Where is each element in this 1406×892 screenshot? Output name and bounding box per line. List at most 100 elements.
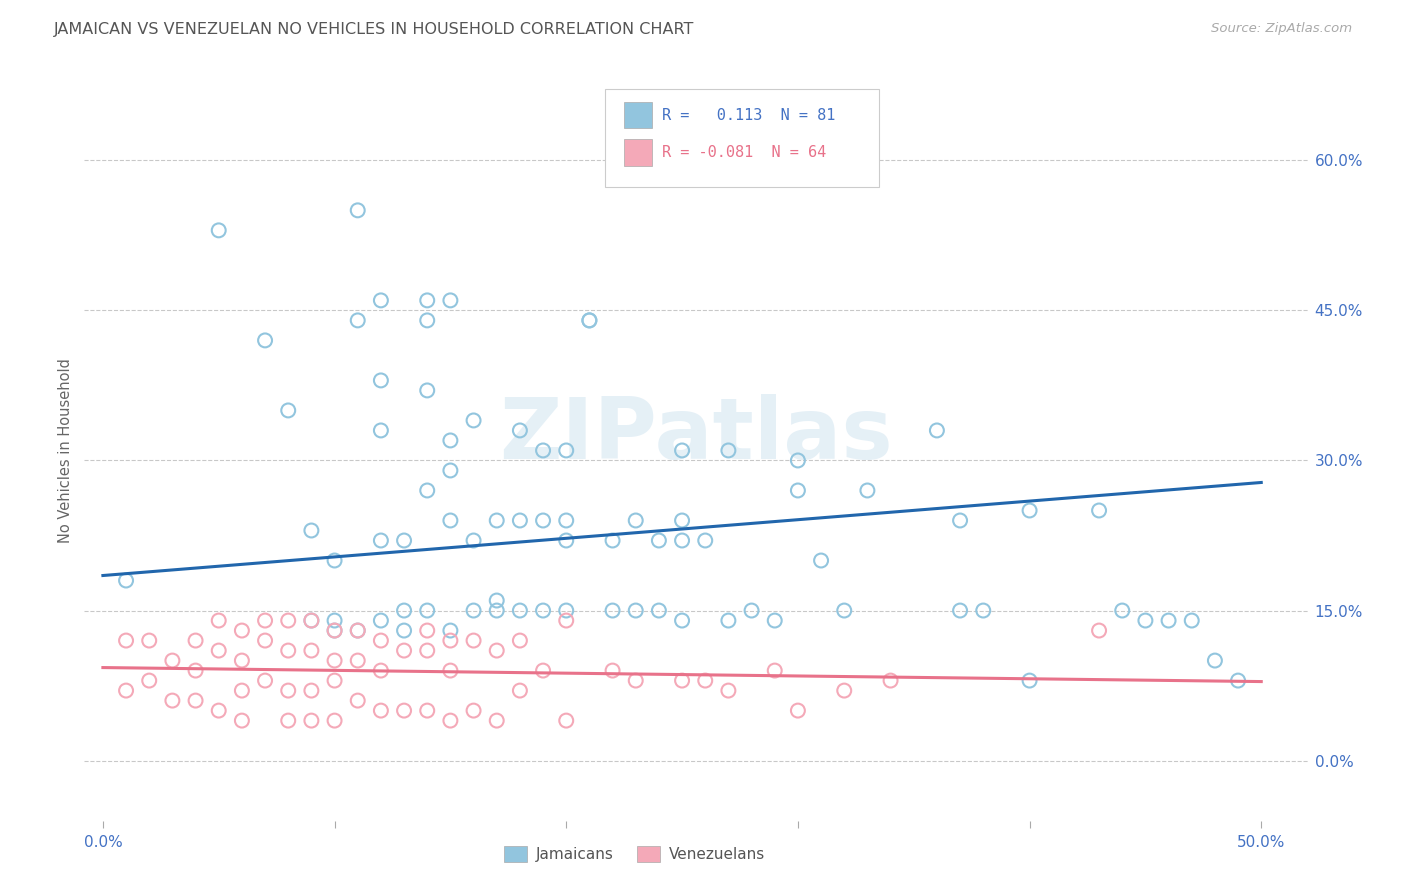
Point xyxy=(1135,614,1157,628)
Point xyxy=(787,453,810,467)
Point xyxy=(299,683,322,698)
Point xyxy=(1227,673,1250,688)
Point xyxy=(115,574,138,588)
Point xyxy=(463,603,485,617)
Point xyxy=(1088,503,1111,517)
Text: ZIPatlas: ZIPatlas xyxy=(499,394,893,477)
Point xyxy=(254,633,277,648)
Point xyxy=(531,514,554,528)
Point xyxy=(323,654,346,668)
Point xyxy=(671,673,693,688)
Point xyxy=(531,603,554,617)
Point xyxy=(949,514,972,528)
Point xyxy=(416,704,439,718)
Point xyxy=(254,614,277,628)
Point xyxy=(138,673,160,688)
Point xyxy=(671,514,693,528)
Point xyxy=(485,514,508,528)
Point xyxy=(370,533,392,548)
Point xyxy=(370,704,392,718)
Point xyxy=(231,624,253,638)
Point xyxy=(787,704,810,718)
Point xyxy=(555,614,578,628)
Point xyxy=(416,603,439,617)
Point xyxy=(555,533,578,548)
Point xyxy=(671,533,693,548)
Point xyxy=(231,714,253,728)
Point xyxy=(392,643,415,657)
Point xyxy=(439,514,461,528)
Point xyxy=(925,424,948,438)
Point xyxy=(162,693,184,707)
Point xyxy=(439,293,461,308)
Point xyxy=(671,443,693,458)
Point xyxy=(531,443,554,458)
Point xyxy=(439,664,461,678)
Point xyxy=(602,533,624,548)
Point xyxy=(810,553,832,567)
Point xyxy=(648,533,671,548)
Point xyxy=(416,313,439,327)
Point xyxy=(832,603,855,617)
Point xyxy=(323,673,346,688)
Text: R =   0.113  N = 81: R = 0.113 N = 81 xyxy=(662,108,835,122)
Point xyxy=(370,614,392,628)
Point xyxy=(695,673,717,688)
Point xyxy=(277,714,299,728)
Point xyxy=(346,624,368,638)
Point xyxy=(741,603,763,617)
Point xyxy=(346,203,368,218)
Point xyxy=(509,424,531,438)
Point xyxy=(787,483,810,498)
Point xyxy=(463,633,485,648)
Point xyxy=(671,614,693,628)
Point xyxy=(555,603,578,617)
Point xyxy=(439,624,461,638)
Point xyxy=(254,673,277,688)
Point xyxy=(555,714,578,728)
Point xyxy=(509,603,531,617)
Point xyxy=(208,704,231,718)
Point xyxy=(485,593,508,607)
Point xyxy=(416,384,439,398)
Point xyxy=(485,714,508,728)
Point xyxy=(416,293,439,308)
Point xyxy=(277,643,299,657)
Point xyxy=(184,693,207,707)
Point xyxy=(972,603,994,617)
Point xyxy=(555,443,578,458)
Point xyxy=(578,313,600,327)
Point xyxy=(370,424,392,438)
Point xyxy=(277,614,299,628)
Point xyxy=(184,664,207,678)
Point xyxy=(509,683,531,698)
Point xyxy=(115,633,138,648)
Point xyxy=(392,533,415,548)
Point xyxy=(184,633,207,648)
Point xyxy=(463,413,485,427)
Point xyxy=(763,614,786,628)
Point xyxy=(299,524,322,538)
Point xyxy=(463,533,485,548)
Point xyxy=(1181,614,1204,628)
Point xyxy=(346,313,368,327)
Point xyxy=(879,673,901,688)
Point xyxy=(392,704,415,718)
Point xyxy=(416,624,439,638)
Point xyxy=(346,654,368,668)
Point xyxy=(416,483,439,498)
Point xyxy=(463,704,485,718)
Point xyxy=(624,514,647,528)
Point xyxy=(346,624,368,638)
Point xyxy=(323,714,346,728)
Point xyxy=(162,654,184,668)
Point xyxy=(717,614,740,628)
Point xyxy=(1204,654,1226,668)
Point xyxy=(1018,503,1040,517)
Point xyxy=(370,633,392,648)
Point xyxy=(485,643,508,657)
Point xyxy=(299,614,322,628)
Point xyxy=(1157,614,1180,628)
Text: R = -0.081  N = 64: R = -0.081 N = 64 xyxy=(662,145,827,160)
Point xyxy=(1088,624,1111,638)
